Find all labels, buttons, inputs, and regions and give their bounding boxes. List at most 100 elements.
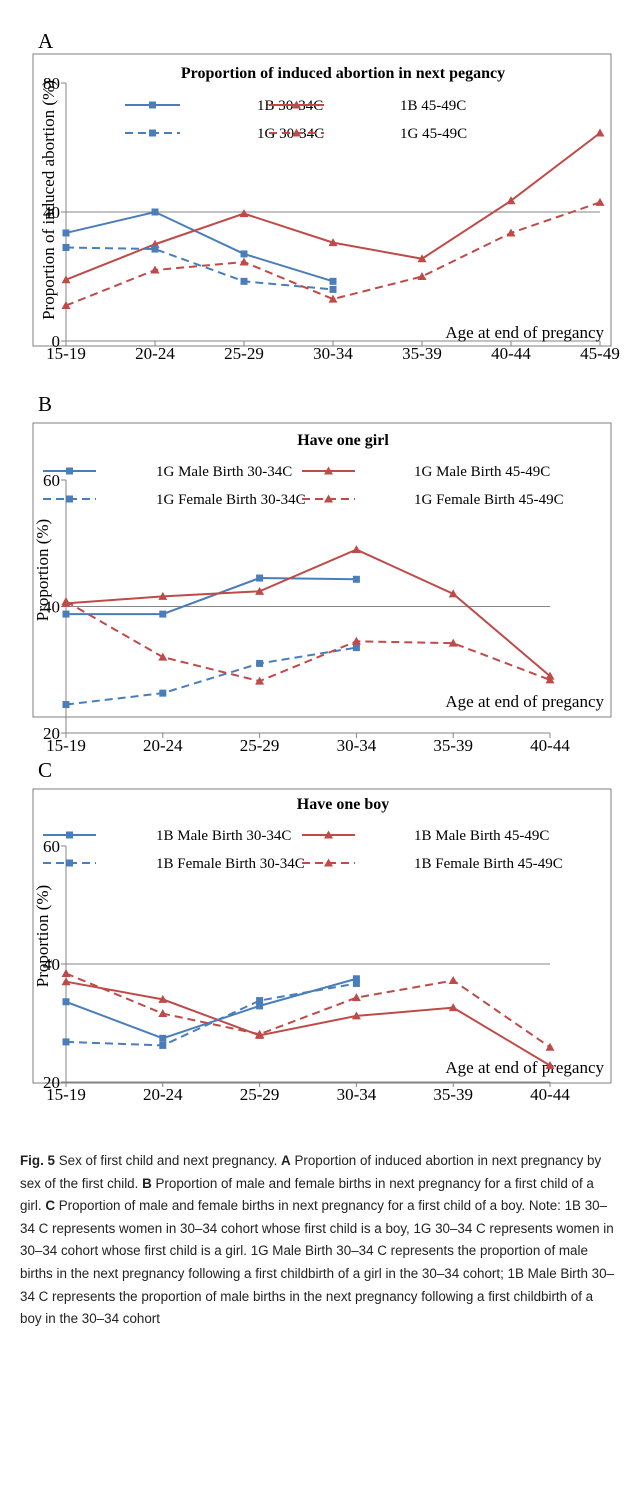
legend-label: 1B Male Birth 30-34C [156,828,291,844]
legend-swatch-marker [66,467,73,475]
data-point [61,977,71,986]
data-point [448,976,458,985]
data-point [256,1002,264,1010]
legend-item: 1B 45-49C [269,98,466,114]
x-tick-label: 15-19 [46,736,86,755]
legend-item: 1G Female Birth 30-34C [43,492,306,508]
series-line [65,600,551,683]
x-tick-label: 20-24 [135,344,175,363]
data-point [448,589,458,598]
data-point [255,586,265,595]
data-point [62,998,70,1006]
caption-a-label: A [281,1153,291,1168]
series-1b-female-birth-45-49c [61,968,555,1051]
series-1b-female-birth-30-34c [62,979,360,1049]
legend-swatch-marker [324,494,333,503]
data-point [417,254,427,263]
legend-label: 1G 30-34C [257,126,324,142]
x-axis-label: Age at end of pregancy [445,1058,604,1077]
data-point [62,243,70,251]
series-line [65,246,334,291]
y-tick-label: 20 [43,724,60,743]
data-point [159,689,167,697]
data-point [159,1041,167,1049]
data-point [328,238,338,247]
data-point [351,545,361,554]
y-axis-label: Proportion of induced abortion (%) [39,80,58,320]
data-point [352,575,360,583]
y-tick-label: 40 [43,955,60,974]
legend-swatch-marker [149,101,156,109]
x-tick-label: 40-44 [530,736,570,755]
x-tick-label: 35-39 [433,1085,473,1104]
data-point [158,1009,168,1018]
series-1g-female-birth-45-49c [61,596,555,685]
data-point [256,659,264,667]
data-point [62,610,70,618]
data-point [62,701,70,709]
data-point [240,250,248,258]
series-1g-30-34c [62,243,337,293]
data-point [62,229,70,237]
legend-label: 1G Male Birth 30-34C [156,464,292,480]
series-1g-male-birth-45-49c [61,545,555,680]
chart-frame [32,53,612,347]
series-1g-male-birth-30-34c [62,574,360,618]
data-point [329,277,337,285]
data-point [255,676,265,685]
caption-b-text: Proportion of male and female births in … [20,1175,594,1214]
y-tick-label: 60 [43,471,60,490]
data-point [352,644,360,652]
y-axis-label: Proportion (%) [33,885,52,987]
data-point [545,675,555,684]
data-point [328,294,338,303]
series-line [65,548,551,677]
series-1b-30-34c [62,208,337,285]
x-tick-label: 25-29 [240,736,280,755]
series-line [66,577,357,616]
data-point [61,596,71,605]
x-tick-label: 20-24 [143,736,183,755]
data-point [158,994,168,1003]
data-point [329,285,337,293]
series-1g-45-49c [61,197,605,310]
data-point [351,1011,361,1020]
chart-frame [32,788,612,1084]
data-point [506,228,516,237]
legend-swatch-marker [66,495,73,503]
x-tick-label: 30-34 [337,736,377,755]
series-1g-female-birth-30-34c [62,644,360,709]
data-point [351,993,361,1002]
data-point [239,257,249,266]
data-point [545,1042,555,1051]
legend-label: 1G Female Birth 30-34C [156,492,306,508]
legend-swatch-marker [66,831,73,839]
legend-swatch-marker [324,858,333,867]
data-point [256,574,264,582]
series-line [65,646,357,706]
data-point [255,1029,265,1038]
data-point [417,272,427,280]
series-line [65,972,551,1049]
charts-canvas: A 0 40 80 15-19 20-24 25-29 30-34 35-39 40-44 45-4… [32,29,620,1104]
data-point [448,638,458,647]
data-point [595,197,605,206]
series-line [65,982,357,1047]
legend: 1B Male Birth 30-34C 1B Male Birth 45-49C… [43,828,563,872]
legend-swatch-marker [324,830,333,839]
legend-item: 1G 45-49C [269,126,467,142]
y-tick-label: 40 [43,598,60,617]
data-point [240,277,248,285]
legend-item: 1B Male Birth 30-34C [43,828,291,844]
legend-label: 1G Male Birth 45-49C [414,464,550,480]
legend-item: 1B Male Birth 45-49C [302,828,549,844]
legend: 1G Male Birth 30-34C 1G Male Birth 45-49C… [43,464,564,508]
x-tick-label: 25-29 [240,1085,280,1104]
chart-title: Proportion of induced abortion in next p… [181,65,505,82]
data-point [150,265,160,274]
data-point [158,652,168,661]
y-axis-label: Proportion (%) [33,519,52,621]
data-point [61,968,71,977]
y-tick-label: 0 [52,332,61,351]
data-point [256,997,264,1005]
